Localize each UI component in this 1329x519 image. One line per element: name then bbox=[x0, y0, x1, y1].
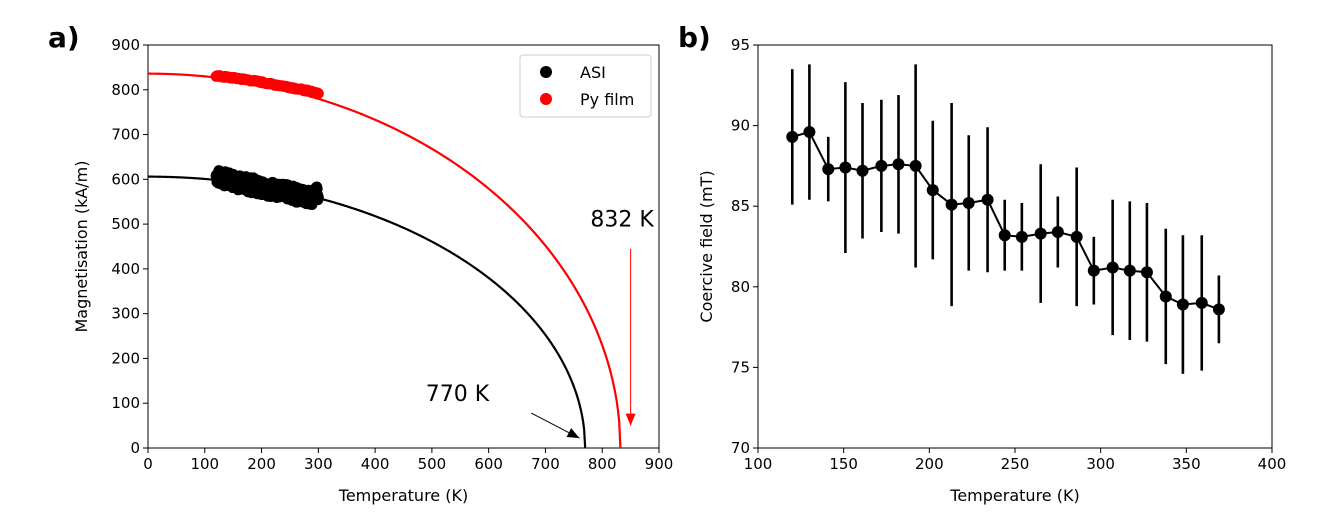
data-point-asi bbox=[312, 191, 324, 203]
y-tick-label: 900 bbox=[111, 36, 140, 54]
y-tick-label: 90 bbox=[731, 117, 750, 135]
data-point bbox=[1051, 225, 1064, 238]
x-tick-label: 350 bbox=[1172, 455, 1201, 473]
data-point bbox=[856, 164, 869, 177]
panel-b-frame bbox=[757, 44, 1273, 449]
panel-a-label: a) bbox=[48, 21, 80, 54]
x-tick-label: 900 bbox=[645, 455, 674, 473]
x-tick-label: 400 bbox=[1258, 455, 1287, 473]
y-tick-label: 200 bbox=[111, 349, 140, 367]
legend: ASI Py film bbox=[519, 54, 652, 118]
panel-a-annotations: 770 K 832 K bbox=[426, 207, 654, 439]
y-tick-label: 300 bbox=[111, 305, 140, 323]
panel-a-frame bbox=[147, 44, 660, 449]
y-tick-label: 85 bbox=[731, 197, 750, 215]
panel-a-y-ticks: 0 100 200 300 400 500 600 700 800 900 bbox=[111, 36, 148, 457]
legend-label-asi: ASI bbox=[580, 63, 606, 82]
data-point bbox=[945, 198, 958, 211]
y-tick-label: 70 bbox=[731, 439, 750, 457]
panel-b-xlabel: Temperature (K) bbox=[949, 486, 1079, 505]
annotation-label: 770 K bbox=[426, 382, 490, 407]
data-point bbox=[998, 229, 1011, 242]
panel-a-ylabel: Magnetisation (kA/m) bbox=[72, 160, 91, 332]
x-tick-label: 100 bbox=[190, 455, 219, 473]
data-point bbox=[962, 196, 975, 209]
data-point bbox=[892, 158, 905, 171]
data-point bbox=[926, 184, 939, 197]
panel-b-y-ticks: 70 75 80 85 90 95 bbox=[731, 36, 758, 457]
legend-label-py-film: Py film bbox=[580, 90, 634, 109]
annotation-arrow-head bbox=[566, 428, 580, 439]
x-tick-label: 200 bbox=[247, 455, 276, 473]
panel-a-x-ticks: 0 100 200 300 400 500 600 700 800 900 bbox=[143, 448, 673, 473]
data-point bbox=[1034, 227, 1047, 240]
panel-a-xlabel: Temperature (K) bbox=[338, 486, 468, 505]
x-tick-label: 150 bbox=[829, 455, 858, 473]
panel-a: a) 0 100 200 300 400 500 600 700 800 900 0 100 200 3… bbox=[48, 21, 673, 505]
data-point bbox=[786, 130, 799, 143]
data-point bbox=[1212, 303, 1225, 316]
y-tick-label: 75 bbox=[731, 358, 750, 376]
data-point bbox=[803, 126, 816, 139]
data-point bbox=[1106, 261, 1119, 274]
x-tick-label: 700 bbox=[531, 455, 560, 473]
x-tick-label: 300 bbox=[1086, 455, 1115, 473]
x-tick-label: 300 bbox=[304, 455, 333, 473]
data-point bbox=[1176, 298, 1189, 311]
data-point-py-film bbox=[312, 88, 324, 100]
x-tick-label: 500 bbox=[418, 455, 447, 473]
annotation-arrow-head bbox=[625, 413, 636, 426]
data-point bbox=[1195, 296, 1208, 309]
x-tick-label: 600 bbox=[474, 455, 503, 473]
data-point bbox=[875, 159, 888, 172]
panel-b: b) 100 150 200 250 300 350 400 70 75 80 85 90 95 Te… bbox=[678, 21, 1286, 505]
panel-b-series bbox=[786, 64, 1225, 374]
data-point bbox=[1140, 266, 1153, 279]
legend-marker-asi bbox=[540, 66, 552, 78]
x-tick-label: 250 bbox=[1001, 455, 1030, 473]
legend-marker-py-film bbox=[540, 93, 552, 105]
data-point bbox=[1159, 290, 1172, 303]
panel-b-label: b) bbox=[678, 21, 711, 54]
y-tick-label: 80 bbox=[731, 278, 750, 296]
data-point bbox=[1123, 264, 1136, 277]
x-tick-label: 200 bbox=[915, 455, 944, 473]
legend-box bbox=[519, 54, 652, 118]
data-point bbox=[981, 193, 994, 206]
y-tick-label: 600 bbox=[111, 170, 140, 188]
data-point bbox=[909, 159, 922, 172]
y-tick-label: 800 bbox=[111, 81, 140, 99]
annotation-label: 832 K bbox=[590, 207, 654, 232]
y-tick-label: 400 bbox=[111, 260, 140, 278]
y-tick-label: 95 bbox=[731, 36, 750, 54]
panel-b-x-ticks: 100 150 200 250 300 350 400 bbox=[744, 448, 1287, 473]
data-point bbox=[822, 163, 835, 176]
data-point bbox=[839, 161, 852, 174]
x-tick-label: 800 bbox=[588, 455, 617, 473]
x-tick-label: 0 bbox=[143, 455, 153, 473]
x-tick-label: 400 bbox=[361, 455, 390, 473]
data-point bbox=[1087, 264, 1100, 277]
y-tick-label: 0 bbox=[130, 439, 140, 457]
panel-a-fit-lines bbox=[148, 72, 622, 449]
fit-line bbox=[148, 72, 622, 449]
y-tick-label: 700 bbox=[111, 126, 140, 144]
panel-a-points bbox=[210, 70, 324, 211]
y-tick-label: 100 bbox=[111, 394, 140, 412]
x-tick-label: 100 bbox=[744, 455, 773, 473]
y-tick-label: 500 bbox=[111, 215, 140, 233]
panel-b-ylabel: Coercive field (mT) bbox=[697, 170, 716, 322]
data-point bbox=[1070, 230, 1083, 243]
data-point bbox=[1015, 230, 1028, 243]
